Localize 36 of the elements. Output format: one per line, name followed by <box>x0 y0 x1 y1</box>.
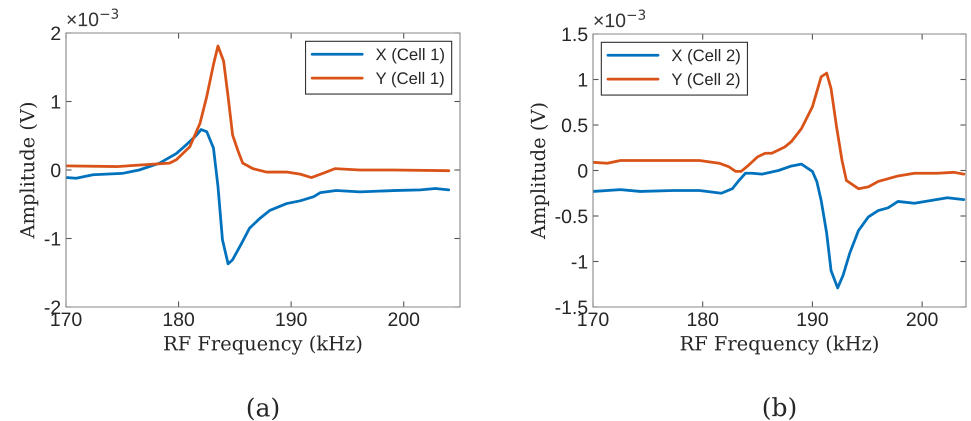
text: ×10$^{−3}$ <box>594 10 646 28</box>
legend-label: X (Cell 2) <box>672 49 740 65</box>
text: (b) <box>764 397 796 420</box>
legend-label: X (Cell 1) <box>376 48 444 64</box>
text: ×10$^{−3}$ <box>67 8 118 26</box>
line-series <box>593 72 966 190</box>
x-axis-title: RF Frequency (kHz) <box>164 336 362 355</box>
text: (a) <box>248 397 278 420</box>
y-tick-label: 1 <box>52 95 60 109</box>
y-tick-label: -1 <box>44 232 60 246</box>
y-tick-label: -0.5 <box>556 209 588 224</box>
y-axis-title: Amplitude (V) <box>19 103 38 239</box>
y-tick-label: -2 <box>44 300 60 314</box>
y-tick-label: 0.5 <box>562 118 588 132</box>
x-tick-label: 180 <box>164 312 194 326</box>
legend-label: Y (Cell 2) <box>672 72 740 88</box>
y-tick-label: -1.5 <box>556 300 588 314</box>
y-tick-label: 2 <box>51 26 60 40</box>
y-tick-label: -1 <box>572 255 588 269</box>
y-tick-label: 0 <box>51 163 60 178</box>
x-axis-title: RF Frequency (kHz) <box>680 336 878 355</box>
line-series <box>593 162 966 290</box>
x-tick-label: 200 <box>388 312 420 326</box>
line-series <box>66 128 450 266</box>
legend-label: Y (Cell 1) <box>376 72 444 88</box>
y-axis-title: Amplitude (V) <box>530 104 550 240</box>
y-tick-label: 1 <box>578 73 588 87</box>
x-tick-label: 190 <box>798 312 828 326</box>
line-series <box>66 44 450 179</box>
y-tick-label: 0 <box>578 164 588 178</box>
x-tick-label: 180 <box>688 312 718 326</box>
x-tick-label: 170 <box>51 312 82 326</box>
x-tick-label: 170 <box>578 312 608 326</box>
y-tick-label: 1.5 <box>562 28 588 42</box>
x-tick-label: 200 <box>906 312 938 326</box>
x-tick-label: 190 <box>276 312 307 326</box>
